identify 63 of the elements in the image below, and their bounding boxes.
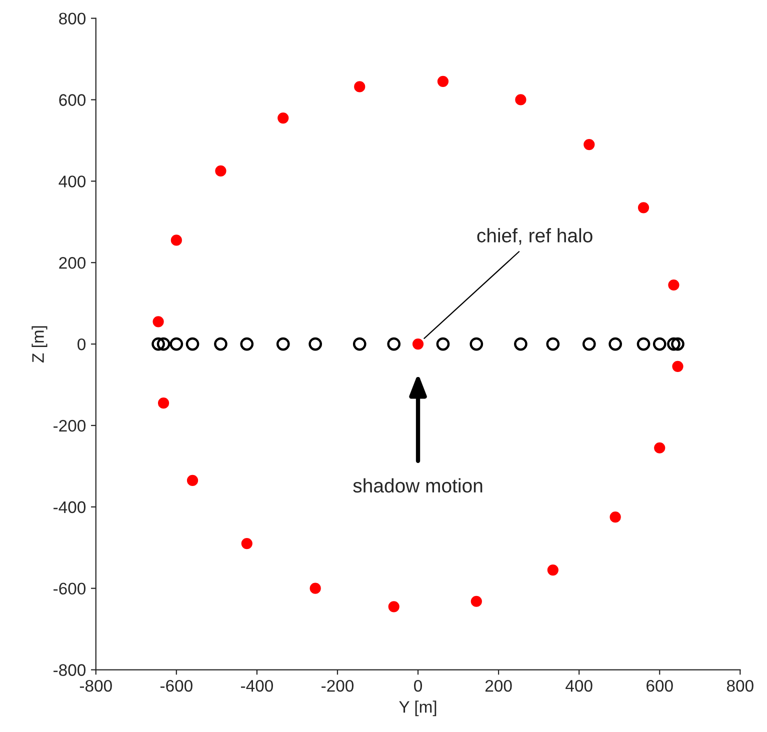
point bbox=[158, 398, 170, 409]
x-tick-label: 800 bbox=[726, 680, 754, 692]
point bbox=[546, 337, 560, 351]
y-tick-label: -800 bbox=[54, 664, 86, 676]
point bbox=[276, 337, 290, 351]
point bbox=[514, 337, 528, 351]
x-tick-label: -600 bbox=[160, 680, 192, 692]
point bbox=[470, 337, 484, 351]
point bbox=[610, 512, 621, 523]
point bbox=[214, 337, 228, 351]
point bbox=[310, 582, 321, 594]
point bbox=[170, 234, 182, 246]
annotation: chief, ref halo bbox=[477, 228, 592, 245]
x-tick-label: 400 bbox=[566, 680, 592, 692]
y-tick-label: 400 bbox=[58, 176, 86, 188]
point bbox=[152, 316, 164, 328]
point bbox=[412, 338, 424, 350]
point bbox=[186, 474, 198, 486]
x-tick-label: 0 bbox=[414, 680, 422, 692]
point bbox=[241, 538, 252, 550]
y-tick-label: 200 bbox=[59, 257, 86, 269]
point bbox=[240, 337, 254, 351]
point bbox=[654, 442, 666, 454]
point bbox=[584, 138, 595, 150]
point bbox=[671, 337, 684, 351]
y-tick-label: -400 bbox=[54, 501, 86, 514]
point bbox=[667, 337, 680, 351]
x-tick-label: -800 bbox=[80, 680, 112, 692]
point bbox=[672, 360, 684, 372]
point bbox=[308, 337, 322, 351]
x-tick-label: -200 bbox=[322, 680, 354, 692]
point bbox=[547, 564, 558, 576]
point bbox=[354, 81, 366, 92]
point bbox=[636, 337, 650, 351]
point bbox=[278, 112, 289, 124]
y-tick-label: 600 bbox=[59, 94, 86, 106]
point bbox=[470, 596, 482, 607]
point bbox=[652, 337, 666, 351]
point bbox=[215, 165, 226, 177]
point bbox=[186, 337, 200, 351]
point bbox=[387, 337, 401, 351]
point bbox=[437, 76, 449, 87]
y-tick-label: 800 bbox=[59, 12, 86, 25]
x-axis-title: Y [m] bbox=[399, 700, 436, 716]
point bbox=[170, 337, 184, 351]
point bbox=[608, 337, 622, 351]
x-tick-label: 600 bbox=[646, 680, 673, 692]
point bbox=[352, 337, 366, 351]
annotation: shadow motion bbox=[353, 478, 482, 493]
y-tick-label: -200 bbox=[54, 420, 86, 432]
y-axis-title: Z [m] bbox=[32, 326, 48, 362]
y-tick-label: 0 bbox=[78, 338, 86, 350]
point bbox=[638, 202, 650, 214]
x-tick-label: 200 bbox=[485, 680, 512, 692]
point bbox=[668, 279, 680, 291]
point bbox=[388, 601, 400, 612]
x-tick-label: -400 bbox=[241, 680, 273, 692]
point bbox=[152, 337, 165, 351]
y-tick-label: -600 bbox=[54, 582, 86, 595]
point bbox=[582, 337, 596, 351]
point bbox=[156, 337, 170, 351]
point bbox=[515, 94, 526, 106]
point bbox=[436, 337, 450, 351]
